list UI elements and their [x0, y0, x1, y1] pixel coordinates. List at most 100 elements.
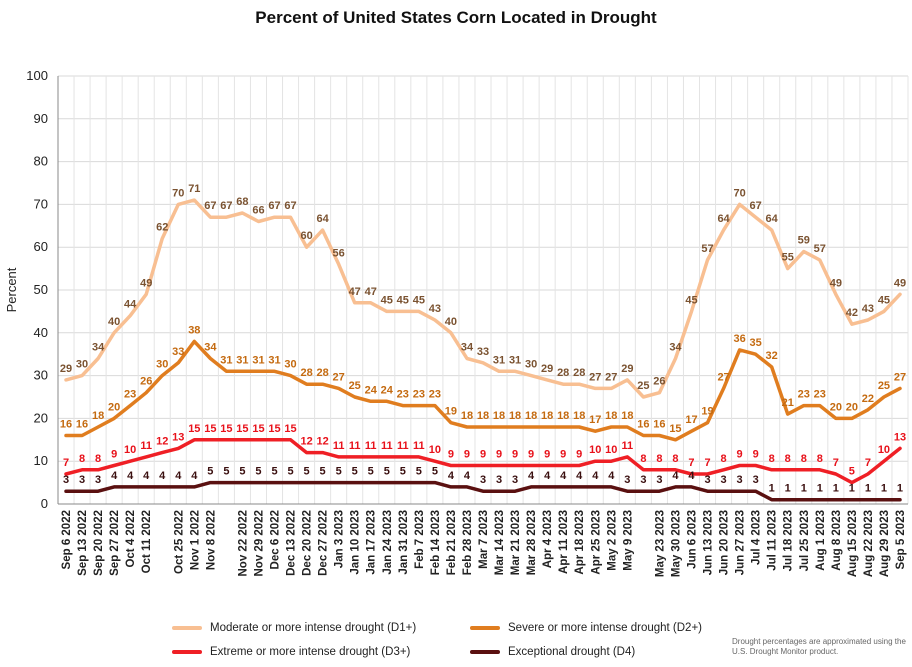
data-label: 29 — [60, 363, 72, 375]
x-tick-label: Oct 4 2022 — [125, 510, 137, 568]
data-label: 9 — [496, 448, 502, 460]
data-label: 45 — [413, 294, 425, 306]
data-label: 8 — [817, 453, 823, 465]
data-label: 27 — [717, 371, 729, 383]
x-tick-label: Jul 18 2023 — [783, 510, 795, 571]
y-tick-label: 100 — [26, 68, 48, 83]
data-label: 11 — [333, 440, 345, 452]
data-label: 5 — [368, 466, 374, 478]
data-label: 64 — [316, 213, 329, 225]
data-label: 11 — [413, 440, 425, 452]
x-tick-label: Apr 25 2023 — [590, 510, 602, 575]
data-label: 45 — [685, 294, 697, 306]
y-tick-label: 0 — [41, 496, 48, 511]
data-label: 7 — [688, 457, 694, 469]
data-label: 9 — [464, 448, 470, 460]
x-tick-label: Jul 4 2023 — [751, 510, 763, 565]
data-label: 5 — [320, 466, 326, 478]
data-label: 11 — [349, 440, 361, 452]
data-label: 49 — [830, 277, 842, 289]
y-axis-title: Percent — [4, 267, 19, 312]
data-label: 44 — [124, 299, 137, 311]
data-label: 34 — [204, 341, 217, 353]
x-tick-label: Dec 20 2022 — [302, 510, 314, 576]
x-tick-label: Jan 31 2023 — [398, 510, 410, 575]
legend-item-d1: Moderate or more intense drought (D1+) — [172, 622, 416, 634]
data-label: 28 — [316, 367, 328, 379]
data-label: 8 — [656, 453, 662, 465]
x-tick-label: Jun 27 2023 — [735, 510, 747, 575]
x-tick-label: Apr 4 2023 — [542, 510, 554, 568]
x-tick-label: Jan 10 2023 — [350, 510, 362, 575]
data-label: 19 — [445, 406, 457, 418]
y-tick-label: 70 — [34, 196, 48, 211]
data-label: 12 — [300, 436, 312, 448]
data-label: 3 — [721, 474, 727, 486]
data-label: 8 — [79, 453, 85, 465]
y-tick-label: 30 — [34, 368, 48, 383]
legend-swatch-d1 — [172, 626, 202, 630]
data-label: 3 — [512, 474, 518, 486]
data-label: 1 — [801, 483, 807, 495]
data-label: 47 — [349, 286, 361, 298]
legend-label-d3: Extreme or more intense drought (D3+) — [210, 646, 411, 658]
data-label: 31 — [509, 354, 521, 366]
x-tick-label: Mar 14 2023 — [494, 510, 506, 575]
x-tick-label: Jul 11 2023 — [767, 510, 779, 571]
chart-title: Percent of United States Corn Located in… — [255, 8, 657, 27]
data-label: 23 — [124, 389, 136, 401]
data-label: 7 — [63, 457, 69, 469]
data-label: 1 — [849, 483, 855, 495]
data-label: 7 — [833, 457, 839, 469]
data-label: 4 — [672, 470, 679, 482]
data-label: 18 — [493, 410, 505, 422]
data-label: 4 — [608, 470, 615, 482]
data-label: 62 — [156, 222, 168, 234]
data-label: 3 — [737, 474, 743, 486]
data-label: 4 — [159, 470, 166, 482]
data-label: 16 — [637, 419, 649, 431]
data-label: 55 — [782, 252, 794, 264]
data-label: 15 — [252, 423, 264, 435]
x-tick-label: Jul 25 2023 — [799, 510, 811, 571]
data-label: 59 — [798, 234, 810, 246]
x-tick-label: Feb 7 2023 — [414, 510, 426, 569]
data-label: 3 — [496, 474, 502, 486]
data-label: 30 — [525, 359, 537, 371]
x-tick-label: Dec 6 2022 — [270, 510, 282, 569]
data-label: 9 — [512, 448, 518, 460]
x-tick-label: Apr 11 2023 — [558, 510, 570, 574]
legend-item-d4: Exceptional drought (D4) — [470, 646, 635, 658]
data-label: 18 — [509, 410, 521, 422]
data-label: 11 — [140, 440, 152, 452]
data-label: 26 — [653, 376, 665, 388]
data-label: 9 — [560, 448, 566, 460]
data-label: 22 — [862, 393, 874, 405]
data-label: 1 — [817, 483, 823, 495]
data-label: 18 — [92, 410, 104, 422]
data-label: 8 — [95, 453, 101, 465]
data-label: 4 — [175, 470, 182, 482]
data-label: 1 — [785, 483, 791, 495]
x-tick-label: Jan 3 2023 — [334, 510, 346, 568]
data-label: 10 — [878, 444, 890, 456]
data-label: 8 — [640, 453, 646, 465]
x-tick-label: Jan 17 2023 — [366, 510, 378, 575]
x-tick-label: Sep 20 2022 — [93, 510, 105, 576]
data-label: 33 — [477, 346, 489, 358]
data-label: 4 — [576, 470, 583, 482]
x-tick-label: Oct 11 2022 — [141, 510, 153, 573]
data-label: 5 — [304, 466, 310, 478]
data-label: 12 — [316, 436, 328, 448]
data-label: 31 — [236, 354, 248, 366]
data-label: 3 — [79, 474, 85, 486]
legend-item-d2: Severe or more intense drought (D2+) — [470, 622, 702, 634]
data-label: 4 — [143, 470, 150, 482]
x-tick-label: Jan 24 2023 — [382, 510, 394, 575]
x-tick-label: Feb 14 2023 — [430, 510, 442, 575]
data-label: 31 — [220, 354, 232, 366]
data-label: 67 — [220, 200, 232, 212]
data-label: 15 — [220, 423, 232, 435]
data-label: 35 — [750, 337, 762, 349]
